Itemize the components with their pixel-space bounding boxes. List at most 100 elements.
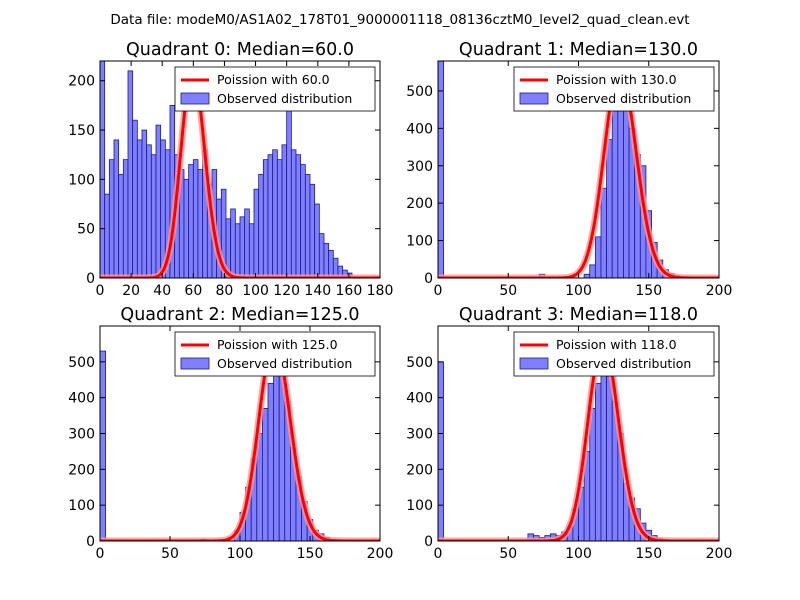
- bar: [606, 139, 613, 278]
- bar: [594, 236, 602, 278]
- x-tick-label: 100: [565, 283, 592, 299]
- bar: [146, 144, 152, 278]
- y-tick-label: 100: [406, 234, 433, 250]
- bar: [127, 70, 134, 278]
- y-tick-label: 300: [406, 427, 433, 443]
- bars: [100, 350, 342, 541]
- x-tick-label: 80: [216, 283, 234, 299]
- bar: [290, 149, 297, 278]
- legend-label-poisson: Poission with 130.0: [556, 72, 677, 87]
- x-tick-label: 150: [635, 283, 662, 299]
- bar: [617, 83, 624, 278]
- bar: [318, 233, 325, 278]
- y-tick-label: 200: [406, 196, 433, 212]
- legend-label-poisson: Poission with 118.0: [556, 337, 677, 352]
- x-tick-label: 0: [434, 546, 443, 562]
- bar: [253, 188, 260, 278]
- y-tick-label: 150: [68, 123, 95, 139]
- y-tick-label: 400: [406, 391, 433, 407]
- legend-bar-swatch: [180, 92, 210, 105]
- legend-bar-swatch: [519, 92, 549, 105]
- legend-label-observed: Observed distribution: [556, 356, 691, 371]
- x-tick-label: 0: [96, 546, 105, 562]
- chart-panel-0: Quadrant 0: Median=60.00 20 40 60 80 100 120 14…: [68, 40, 393, 299]
- x-tick-label: 160: [336, 283, 363, 299]
- bar: [113, 139, 120, 278]
- bar: [583, 273, 591, 278]
- bar: [272, 149, 278, 278]
- bar: [248, 223, 255, 278]
- legend-label-observed: Observed distribution: [556, 91, 691, 106]
- x-tick-label: 50: [161, 546, 179, 562]
- bar: [295, 154, 302, 278]
- x-tick-label: 150: [635, 546, 662, 562]
- bar: [594, 382, 602, 541]
- x-tick-label: 0: [96, 283, 105, 299]
- y-tick-label: 0: [86, 534, 95, 550]
- chart-title: Quadrant 2: Median=125.0: [120, 305, 359, 325]
- x-tick-label: 40: [153, 283, 171, 299]
- y-tick-label: 200: [406, 462, 433, 478]
- bar: [230, 208, 236, 278]
- bar: [438, 61, 445, 278]
- figure-title: Data file: modeM0/AS1A02_178T01_90000011…: [110, 12, 689, 28]
- legend-label-observed: Observed distribution: [217, 91, 352, 106]
- bar: [267, 382, 274, 541]
- y-tick-label: 0: [86, 271, 95, 287]
- x-tick-label: 140: [304, 283, 331, 299]
- y-tick-label: 100: [68, 172, 95, 188]
- chart-title: Quadrant 3: Median=118.0: [459, 305, 698, 325]
- bar: [300, 164, 306, 278]
- legend-bar-swatch: [519, 357, 549, 370]
- bar: [258, 174, 264, 278]
- bar: [183, 178, 190, 278]
- bar: [606, 375, 613, 541]
- bar: [234, 223, 241, 278]
- x-tick-label: 120: [273, 283, 300, 299]
- legend: Poission with 125.0 Observed distribution: [174, 331, 376, 377]
- x-tick-label: 50: [499, 283, 517, 299]
- bar: [100, 350, 106, 541]
- x-tick-label: 200: [706, 283, 733, 299]
- chart-panel-3: Quadrant 3: Median=118.0 0 50 100 150 200 0 100…: [406, 305, 732, 562]
- y-tick-label: 200: [68, 462, 95, 478]
- bar: [150, 154, 157, 278]
- bar: [122, 159, 129, 278]
- legend: Poission with 118.0 Observed distribution: [513, 331, 715, 377]
- x-tick-label: 60: [184, 283, 202, 299]
- bar: [276, 159, 283, 278]
- x-tick-label: 100: [227, 546, 254, 562]
- y-tick-label: 300: [406, 159, 433, 175]
- bar: [261, 408, 269, 541]
- y-tick-label: 300: [68, 427, 95, 443]
- poisson-curve: [438, 340, 719, 541]
- y-tick-label: 100: [406, 498, 433, 514]
- bar: [108, 159, 115, 278]
- legend: Poission with 60.0 Observed distribution: [174, 66, 376, 112]
- x-tick-label: 150: [297, 546, 324, 562]
- bar: [438, 361, 445, 541]
- legend: Poission with 130.0 Observed distribution: [513, 66, 715, 112]
- bar: [611, 101, 619, 278]
- bar: [239, 216, 246, 278]
- bar: [323, 243, 330, 278]
- bar: [132, 119, 138, 278]
- bar: [188, 164, 194, 278]
- y-tick-label: 500: [68, 355, 95, 371]
- bar: [262, 159, 269, 278]
- bar: [600, 187, 607, 278]
- legend-bar-swatch: [180, 357, 210, 370]
- x-tick-label: 200: [706, 546, 733, 562]
- bar: [309, 183, 316, 278]
- bar: [197, 169, 204, 278]
- bar: [286, 100, 292, 278]
- y-tick-label: 400: [68, 391, 95, 407]
- legend-label-poisson: Poission with 60.0: [217, 72, 330, 87]
- bar: [141, 129, 148, 278]
- x-tick-label: 100: [565, 546, 592, 562]
- bar: [281, 144, 288, 278]
- y-tick-label: 400: [406, 121, 433, 137]
- x-tick-label: 100: [242, 283, 269, 299]
- bar: [304, 174, 311, 278]
